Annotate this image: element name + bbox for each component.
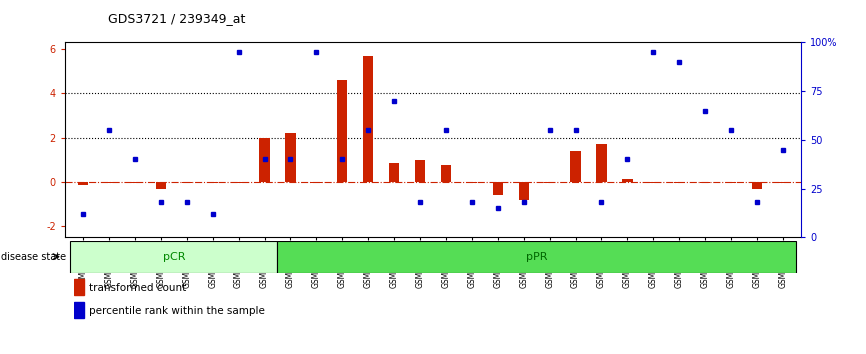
Text: percentile rank within the sample: percentile rank within the sample <box>88 306 265 316</box>
Bar <box>648 182 658 183</box>
Bar <box>415 160 425 182</box>
Bar <box>545 182 555 183</box>
Bar <box>700 182 710 183</box>
Text: disease state: disease state <box>2 252 67 262</box>
Text: pCR: pCR <box>163 252 185 262</box>
Bar <box>726 182 736 183</box>
Bar <box>441 165 451 182</box>
Bar <box>277 241 796 273</box>
Bar <box>78 182 88 185</box>
Text: GDS3721 / 239349_at: GDS3721 / 239349_at <box>108 12 246 25</box>
Bar <box>182 182 192 183</box>
Bar <box>597 144 607 182</box>
Text: transformed count: transformed count <box>88 282 186 293</box>
Bar <box>311 182 321 183</box>
Bar <box>674 182 684 183</box>
Bar <box>337 80 347 182</box>
Bar <box>622 178 632 182</box>
Bar <box>571 151 581 182</box>
Text: pPR: pPR <box>526 252 547 262</box>
Bar <box>70 241 277 273</box>
Bar <box>156 182 166 189</box>
Bar <box>363 56 373 182</box>
Bar <box>389 163 399 182</box>
Bar <box>234 182 244 183</box>
Bar <box>74 302 85 319</box>
Bar <box>493 182 503 195</box>
Bar <box>208 182 218 183</box>
Bar <box>752 182 762 189</box>
Bar <box>467 182 477 183</box>
Bar <box>74 279 85 296</box>
Bar <box>285 133 295 182</box>
Bar <box>104 182 114 183</box>
Bar <box>130 182 140 183</box>
Bar <box>519 182 529 200</box>
Bar <box>778 182 788 183</box>
Bar <box>259 138 269 182</box>
